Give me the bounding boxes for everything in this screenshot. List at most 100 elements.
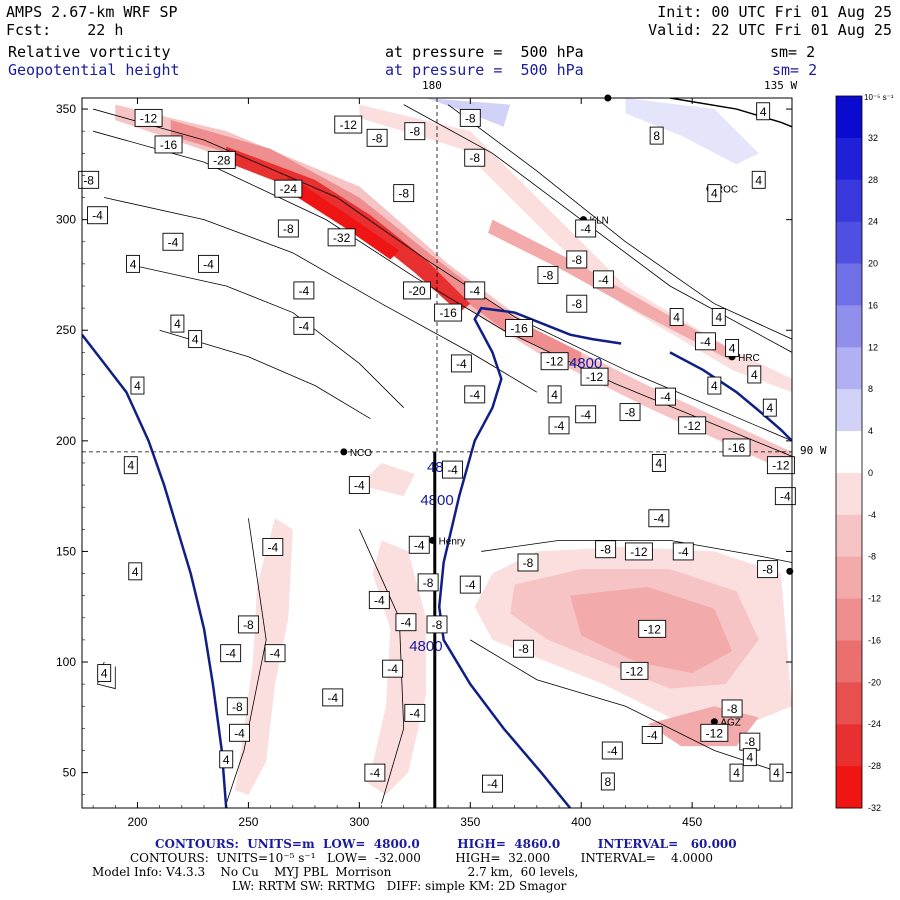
vorticity-label-box — [226, 697, 248, 716]
vorticity-label-box — [651, 454, 666, 472]
vorticity-label: 4 — [134, 379, 141, 393]
vorticity-label: -8 — [762, 563, 773, 577]
vorticity-label: 4 — [711, 187, 718, 201]
vorticity-label: -12 — [626, 664, 644, 678]
vorticity-label: -8 — [523, 556, 534, 570]
vorticity-label-box — [368, 591, 390, 610]
colorbar-tick-label: -20 — [868, 677, 881, 687]
vorticity-label-box — [170, 314, 185, 333]
vorticity-label-box — [426, 615, 448, 634]
vorticity-label-box — [619, 403, 641, 422]
colorbar-unit: 10⁻⁵ s⁻¹ — [864, 93, 894, 102]
vorticity-label-box — [364, 763, 386, 782]
x-tick-label: 200 — [127, 815, 147, 829]
vorticity-label-box — [262, 538, 284, 556]
colorbar-tick-label: -32 — [868, 803, 881, 813]
height-contour-4800 — [669, 351, 792, 442]
x-tick-label: 350 — [460, 815, 480, 829]
vorticity-label: -4 — [654, 512, 665, 526]
vorticity-label: -8 — [243, 618, 254, 632]
y-tick-label: 300 — [56, 213, 76, 227]
vorticity-label: -4 — [234, 726, 245, 740]
vorticity-label-box — [366, 128, 388, 147]
vorticity-label-box — [774, 487, 796, 506]
vorticity-label: -16 — [728, 441, 746, 455]
colorbar-tick-label: -16 — [868, 635, 881, 645]
vorticity-label-box — [592, 270, 614, 289]
vorticity-label-box — [547, 385, 562, 404]
vorticity-label: -8 — [232, 700, 243, 714]
vorticity-label: -32 — [333, 231, 351, 245]
vorticity-shade-region — [170, 120, 582, 366]
station-marker — [429, 536, 437, 544]
vorticity-contour-line — [104, 197, 538, 393]
station-label: NCO — [350, 448, 372, 459]
vorticity-label-box — [154, 135, 183, 154]
vorticity-label-box — [237, 615, 259, 634]
vorticity-contour-line — [92, 108, 792, 442]
vorticity-label-box — [757, 560, 779, 579]
lon-label-135w: 135 W — [764, 79, 798, 92]
vorticity-label-box — [566, 294, 588, 313]
station-label: KLN — [589, 216, 608, 227]
colorbar-segment — [836, 389, 862, 432]
vorticity-label: -8 — [432, 618, 443, 632]
colorbar-segment — [836, 96, 862, 139]
vorticity-label-box — [327, 228, 356, 247]
vorticity-label: -8 — [543, 268, 554, 282]
vorticity-label-box — [600, 772, 615, 791]
colorbar-segment — [836, 682, 862, 725]
vorticity-label-box — [348, 476, 370, 495]
vorticity-label: -8 — [727, 702, 738, 716]
colorbar-segment — [836, 179, 862, 223]
vorticity-label: -4 — [469, 388, 480, 402]
vorticity-label: -12 — [340, 118, 358, 132]
colorbar-tick-label: -28 — [868, 761, 881, 771]
model-name: AMPS 2.67-km WRF SP — [6, 3, 178, 21]
y-tick-label: 150 — [56, 544, 76, 558]
vorticity-contour-line — [92, 130, 792, 457]
vorticity-label-box — [293, 316, 315, 335]
vorticity-label-box — [729, 763, 744, 782]
colorbar-segment — [836, 472, 862, 516]
vorticity-label-box — [540, 352, 569, 371]
vorticity-label: 4 — [773, 766, 780, 780]
vorticity-label-box — [725, 338, 740, 357]
vorticity-contour-line — [225, 518, 267, 804]
vorticity-label-box — [707, 184, 722, 203]
height-contour-4800 — [437, 306, 622, 808]
plot-axes: 200 250 300 350 400 450 50 100 150 200 250 300 350 — [56, 97, 793, 829]
vorticity-label-box — [695, 332, 716, 351]
field1-name: Relative vorticity — [8, 43, 171, 61]
vorticity-label-box — [672, 542, 694, 561]
vorticity-label-box — [751, 170, 766, 189]
vorticity-label-box — [648, 509, 670, 528]
height-contour-label: 4800 — [409, 638, 442, 655]
lon-label-180: 180 — [422, 79, 442, 92]
vorticity-label: 4 — [766, 401, 773, 415]
station-label: AGZ — [720, 718, 741, 729]
vorticity-label-box — [403, 281, 431, 300]
vorticity-label: -12 — [683, 419, 701, 433]
vorticity-label-box — [264, 644, 286, 663]
vorticity-label-box — [417, 573, 439, 592]
vorticity-label-box — [766, 456, 795, 475]
vorticity-label: -20 — [408, 284, 426, 298]
vorticity-label: -8 — [571, 297, 582, 311]
vorticity-label: -4 — [780, 490, 791, 504]
vorticity-label-box — [537, 265, 559, 284]
vorticity-label: -4 — [447, 463, 458, 477]
vorticity-label-box — [404, 122, 426, 141]
vorticity-contour-line — [159, 329, 371, 420]
vorticity-shade-region — [359, 104, 792, 393]
vorticity-label-box — [655, 387, 676, 406]
vorticity-label-box — [505, 319, 534, 337]
station-marker — [340, 448, 348, 456]
colorbar-tick-label: -4 — [868, 510, 876, 520]
colorbar-tick-label: 28 — [868, 175, 878, 185]
vorticity-label: -4 — [409, 706, 420, 720]
vorticity-label: 4 — [223, 753, 230, 767]
vorticity-label-box — [517, 553, 539, 572]
y-tick-label: 350 — [56, 102, 76, 116]
